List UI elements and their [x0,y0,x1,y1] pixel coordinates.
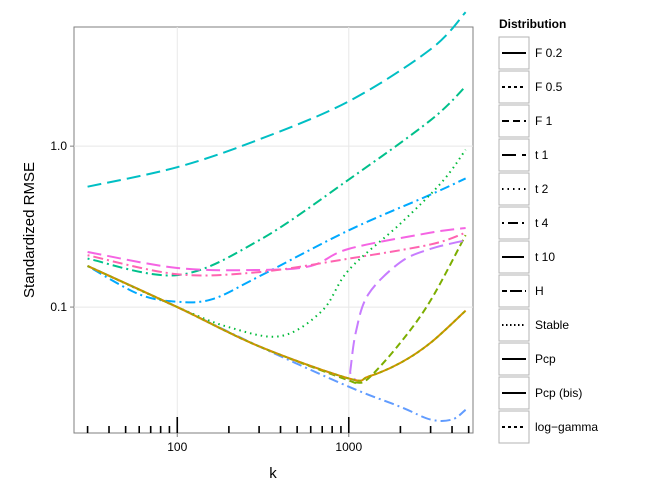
legend-label: t 2 [535,182,549,196]
y-tick-label: 1.0 [50,139,67,153]
legend-item: Pcp [498,342,556,376]
series-line-t-10 [87,227,466,272]
legend-label: log−gamma [535,420,598,434]
legend-item: t 10 [498,240,555,274]
legend-item: F 0.5 [498,70,563,104]
legend-item: Pcp (bis) [498,376,582,410]
legend-item: Stable [498,308,569,342]
legend-label: t 4 [535,216,549,230]
legend-label: t 1 [535,148,549,162]
y-tick-label: 0.1 [50,300,67,314]
y-axis-title: Standardized RMSE [21,162,38,298]
legend-label: F 1 [535,114,553,128]
x-axis-title: k [269,465,277,482]
legend-label: Pcp [535,352,556,366]
legend-label: F 0.5 [535,80,563,94]
legend-label: t 10 [535,250,555,264]
series-line-h [87,231,466,277]
legend-item: H [498,274,544,308]
x-tick-label: 1000 [335,440,362,454]
legend-item: log−gamma [498,410,598,444]
legend-item: t 2 [498,172,549,206]
series-line-t-1 [87,11,467,188]
legend-item: F 1 [498,104,553,138]
plot-panel [73,26,474,434]
series-layer [87,11,467,422]
legend-title: Distribution [499,17,566,31]
legend-item: t 1 [498,138,549,172]
rug-layer [86,417,470,433]
x-tick-label: 100 [167,440,187,454]
legend-item: F 0.2 [498,36,563,70]
series-line-t-4 [87,177,467,304]
legend: F 0.2 F 0.5 F 1 t 1 t 2 t 4 t 10 H Stable Pcp Pcp … [498,36,598,444]
legend-label: H [535,284,544,298]
grid-layer [74,27,473,433]
legend-label: Stable [535,318,569,332]
series-line-t-2 [87,85,467,277]
axis-layer: 100 1000 0.1 1.0 [50,139,362,454]
legend-label: Pcp (bis) [535,386,582,400]
legend-key [498,308,530,342]
legend-label: F 0.2 [535,46,563,60]
series-line-log-gamma [87,265,467,422]
legend-item: t 4 [498,206,549,240]
series-line-f-0-5 [87,265,467,382]
